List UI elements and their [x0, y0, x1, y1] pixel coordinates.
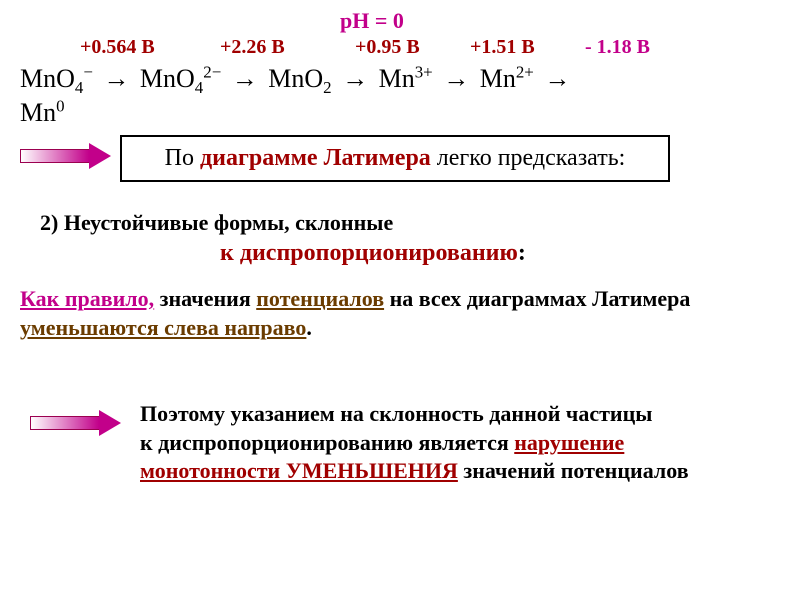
arrow-icon: →	[338, 64, 372, 93]
species-0: MnO4−	[20, 64, 93, 93]
latimer-sequence: MnO4− → MnO42− → MnO2 → Mn3+ → Mn2+ →	[20, 62, 574, 98]
potential-4: - 1.18 В	[585, 36, 650, 59]
p1-t4: на всех диаграммах Латимера	[384, 286, 690, 311]
p2-t1: Поэтому указанием на склонность данной ч…	[140, 401, 652, 426]
line2-num: 2)	[40, 210, 64, 235]
species-3: Mn3+	[379, 64, 433, 93]
line2: 2) Неустойчивые формы, склонные	[40, 210, 393, 236]
line2-red: к диспропорционированию	[220, 240, 518, 266]
p1-t2: значения	[154, 286, 256, 311]
arrow-icon: →	[228, 64, 262, 93]
species-4: Mn2+	[480, 64, 534, 93]
line2b: к диспропорционированию:	[220, 240, 526, 267]
species-final: Mn0	[20, 98, 65, 127]
callout-box: По диаграмме Латимера легко предсказать:	[120, 135, 670, 182]
species-2: MnO2	[268, 64, 331, 93]
paragraph-rule: Как правило, значения потенциалов на все…	[20, 285, 760, 342]
ph-text: pH = 0	[340, 8, 404, 33]
potential-3: +1.51 В	[470, 36, 535, 59]
arrow-icon: →	[540, 64, 574, 93]
line2-colon: :	[518, 240, 526, 266]
callout-prefix: По	[165, 145, 200, 171]
p2-t4: значений потенциалов	[458, 458, 689, 483]
gradient-arrow-icon	[30, 410, 120, 436]
p1-decrease: уменьшаются слева направо	[20, 315, 306, 340]
gradient-arrow-icon	[20, 143, 110, 169]
potential-0: +0.564 В	[80, 36, 155, 59]
callout-suffix: легко предсказать:	[431, 145, 626, 171]
potential-2: +0.95 В	[355, 36, 420, 59]
arrow-icon: →	[439, 64, 473, 93]
p2-t2: к диспропорционированию является	[140, 430, 514, 455]
arrow-icon: →	[99, 64, 133, 93]
p1-dot: .	[306, 315, 312, 340]
latimer-final: Mn0	[20, 96, 65, 128]
p1-potentials: потенциалов	[256, 286, 384, 311]
paragraph-conclusion: Поэтому указанием на склонность данной ч…	[140, 400, 760, 486]
callout-highlight: диаграмме Латимера	[200, 145, 431, 171]
p1-lead: Как правило,	[20, 286, 154, 311]
ph-label: pH = 0	[340, 8, 404, 34]
line2-plain: Неустойчивые формы, склонные	[64, 210, 393, 235]
species-1: MnO42−	[140, 64, 221, 93]
potential-1: +2.26 В	[220, 36, 285, 59]
